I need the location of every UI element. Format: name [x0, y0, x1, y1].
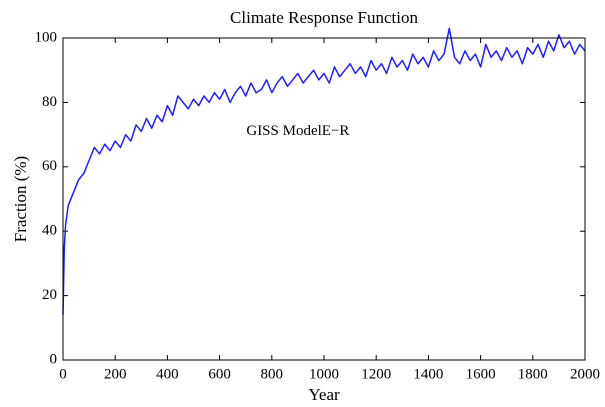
x-tick-label: 1200	[361, 366, 391, 382]
y-tick-label: 0	[50, 351, 58, 367]
y-tick-label: 40	[42, 223, 57, 239]
x-tick-label: 1400	[413, 366, 443, 382]
x-axis-label: Year	[308, 385, 340, 404]
x-tick-label: 400	[156, 366, 179, 382]
plot-frame	[62, 37, 586, 361]
y-tick-label: 60	[42, 158, 57, 174]
x-tick-label: 1000	[309, 366, 339, 382]
x-tick-label: 0	[59, 366, 67, 382]
x-tick-label: 200	[104, 366, 127, 382]
data-line	[62, 27, 586, 315]
chart-title: Climate Response Function	[230, 8, 418, 27]
y-axis-label: Fraction (%)	[11, 156, 30, 242]
x-tick-label: 1800	[518, 366, 548, 382]
x-tick-label: 800	[261, 366, 284, 382]
annotation: GISS ModelE−R	[246, 123, 349, 139]
y-tick-label: 20	[42, 287, 57, 303]
y-tick-label: 100	[35, 29, 58, 45]
x-tick-label: 600	[208, 366, 231, 382]
y-tick-label: 80	[42, 94, 57, 110]
x-tick-label: 2000	[570, 366, 600, 382]
x-tick-label: 1600	[466, 366, 496, 382]
